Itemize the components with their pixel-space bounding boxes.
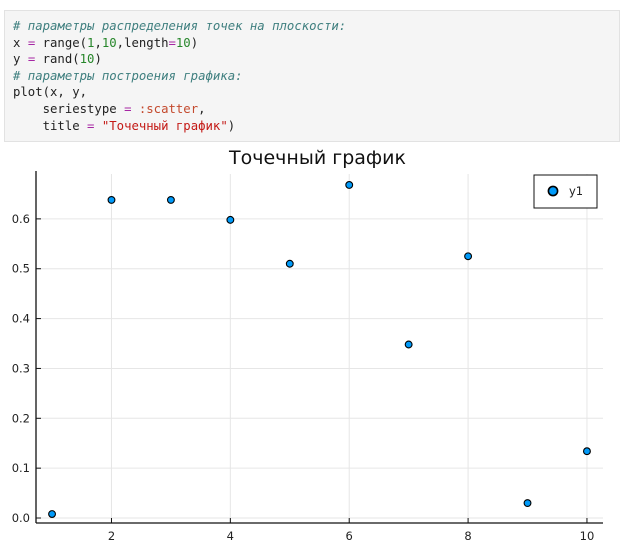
code-token: rand( (35, 52, 80, 67)
y-tick-label: 0.2 (12, 411, 30, 425)
code-token: = (87, 118, 95, 133)
code-token: = (27, 52, 36, 67)
x-tick-label: 6 (346, 529, 353, 543)
code-token: ,length (116, 35, 169, 50)
y-tick-label: 0.1 (12, 461, 30, 475)
code-token: = (168, 35, 176, 50)
data-point (345, 181, 354, 189)
code-line: plot(x, y, (13, 84, 611, 101)
code-token: x (13, 35, 28, 50)
code-token: , (94, 35, 102, 50)
y-tick-label: 0.0 (12, 511, 30, 525)
x-tick-label: 8 (464, 529, 471, 543)
data-point (404, 340, 413, 349)
code-token: :scatter (138, 101, 199, 116)
data-point (226, 215, 235, 224)
code-token: 10 (79, 52, 95, 67)
code-line: y = rand(10) (13, 51, 611, 68)
x-tick-label: 2 (108, 529, 115, 543)
legend-marker (547, 185, 559, 197)
code-token: 10 (101, 35, 117, 50)
legend-box (533, 174, 598, 209)
code-line: seriestype = :scatter, (13, 101, 611, 118)
code-token: plot(x, y, (13, 85, 88, 100)
chart-title: Точечный график (228, 147, 406, 169)
x-tick-label: 4 (227, 529, 234, 543)
code-token: 1 (87, 35, 95, 50)
data-point (285, 259, 294, 268)
code-token: title (13, 118, 88, 133)
code-token: seriestype (13, 101, 125, 116)
code-cell[interactable]: # параметры распределения точек на плоск… (4, 10, 620, 142)
y-tick-label: 0.6 (12, 212, 30, 226)
code-token: ) (227, 118, 236, 133)
code-token: ) (94, 52, 102, 67)
data-point (107, 195, 116, 204)
y-tick-label: 0.5 (12, 262, 30, 276)
scatter-plot: 2 4 6 8 10 0.0 0.1 0.2 0.3 0.4 0.5 0.6 Точечный граф… (12, 147, 603, 543)
data-point (523, 499, 532, 508)
code-token: "Точечный график" (101, 118, 228, 133)
y-tick-label: 0.3 (12, 361, 30, 375)
code-line: # параметры распределения точек на плоск… (13, 18, 611, 35)
code-token: y (13, 52, 28, 67)
legend-label: y1 (569, 184, 583, 198)
y-tick-label: 0.4 (12, 312, 30, 326)
code-token: , (198, 101, 206, 116)
x-tick-label: 10 (580, 529, 595, 543)
data-point (464, 252, 473, 261)
data-point (48, 510, 56, 518)
code-line: x = range(1,10,length=10) (13, 35, 611, 52)
code-token: # параметры распределения точек на плоск… (13, 19, 347, 33)
code-token: = (27, 35, 36, 50)
code-token: # параметры построения графика: (13, 68, 243, 83)
code-line: # параметры построения графика: (13, 68, 611, 85)
code-token (131, 102, 138, 116)
code-token (94, 119, 101, 133)
code-token: 10 (175, 35, 191, 50)
data-point (583, 447, 591, 456)
code-token: ) (190, 35, 199, 50)
code-token: = (124, 101, 132, 116)
code-token: range( (35, 35, 88, 50)
data-point (166, 195, 175, 204)
code-line: title = "Точечный график") (13, 118, 611, 135)
